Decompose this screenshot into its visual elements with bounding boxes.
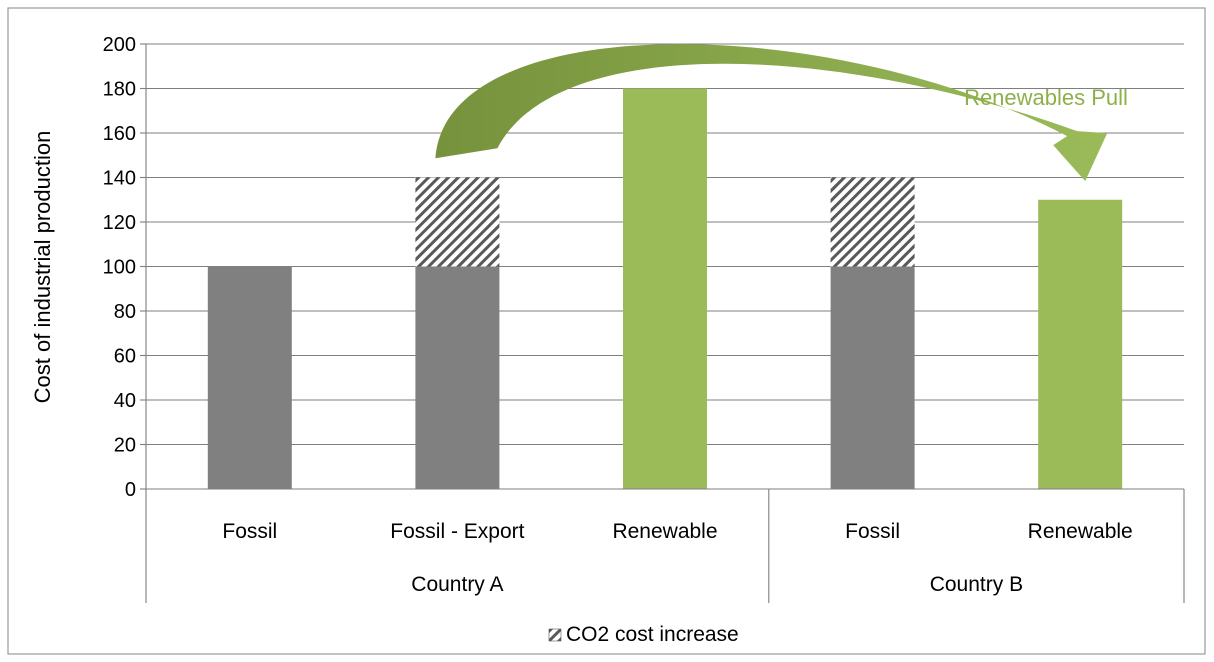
bars — [207, 88, 1123, 489]
chart-frame — [7, 7, 1206, 655]
y-tick-label: 60 — [114, 346, 136, 368]
category-label: Fossil — [845, 520, 900, 543]
y-tick-label: 80 — [114, 301, 136, 323]
legend-swatch-hatch — [548, 628, 562, 642]
renewables-pull-annotation: Renewables Pull — [435, 44, 1128, 182]
group-label: Country A — [411, 573, 503, 596]
axes — [140, 43, 1185, 603]
y-tick-label: 120 — [103, 212, 136, 234]
bar-co2-increase — [415, 177, 500, 267]
bar-fossil — [207, 266, 292, 489]
bar-fossil — [830, 266, 915, 489]
y-axis-title: Cost of industrial production — [30, 131, 55, 404]
labels: 0 20 40 60 80 100 120 140 160 180 200 Fossil Fossil … — [103, 34, 1133, 596]
bar-renewable — [623, 88, 707, 489]
category-label: Renewable — [612, 520, 717, 543]
category-label: Fossil — [222, 520, 277, 543]
y-tick-label: 40 — [114, 390, 136, 412]
y-tick-label: 0 — [125, 479, 136, 501]
bar-co2-increase — [830, 177, 915, 267]
y-tick-label: 20 — [114, 435, 136, 457]
legend: CO2 cost increase — [548, 623, 739, 646]
y-tick-label: 160 — [103, 123, 136, 145]
category-label: Renewable — [1028, 520, 1133, 543]
y-tick-label: 100 — [103, 257, 136, 279]
annotation-text: Renewables Pull — [964, 85, 1128, 110]
legend-label-co2: CO2 cost increase — [566, 623, 739, 646]
bar-renewable — [1038, 199, 1123, 489]
y-tick-label: 140 — [103, 168, 136, 190]
y-tick-label: 200 — [103, 34, 136, 56]
group-label: Country B — [930, 573, 1023, 596]
y-tick-label: 180 — [103, 79, 136, 101]
category-label: Fossil - Export — [390, 520, 524, 543]
bar-fossil — [415, 266, 500, 489]
